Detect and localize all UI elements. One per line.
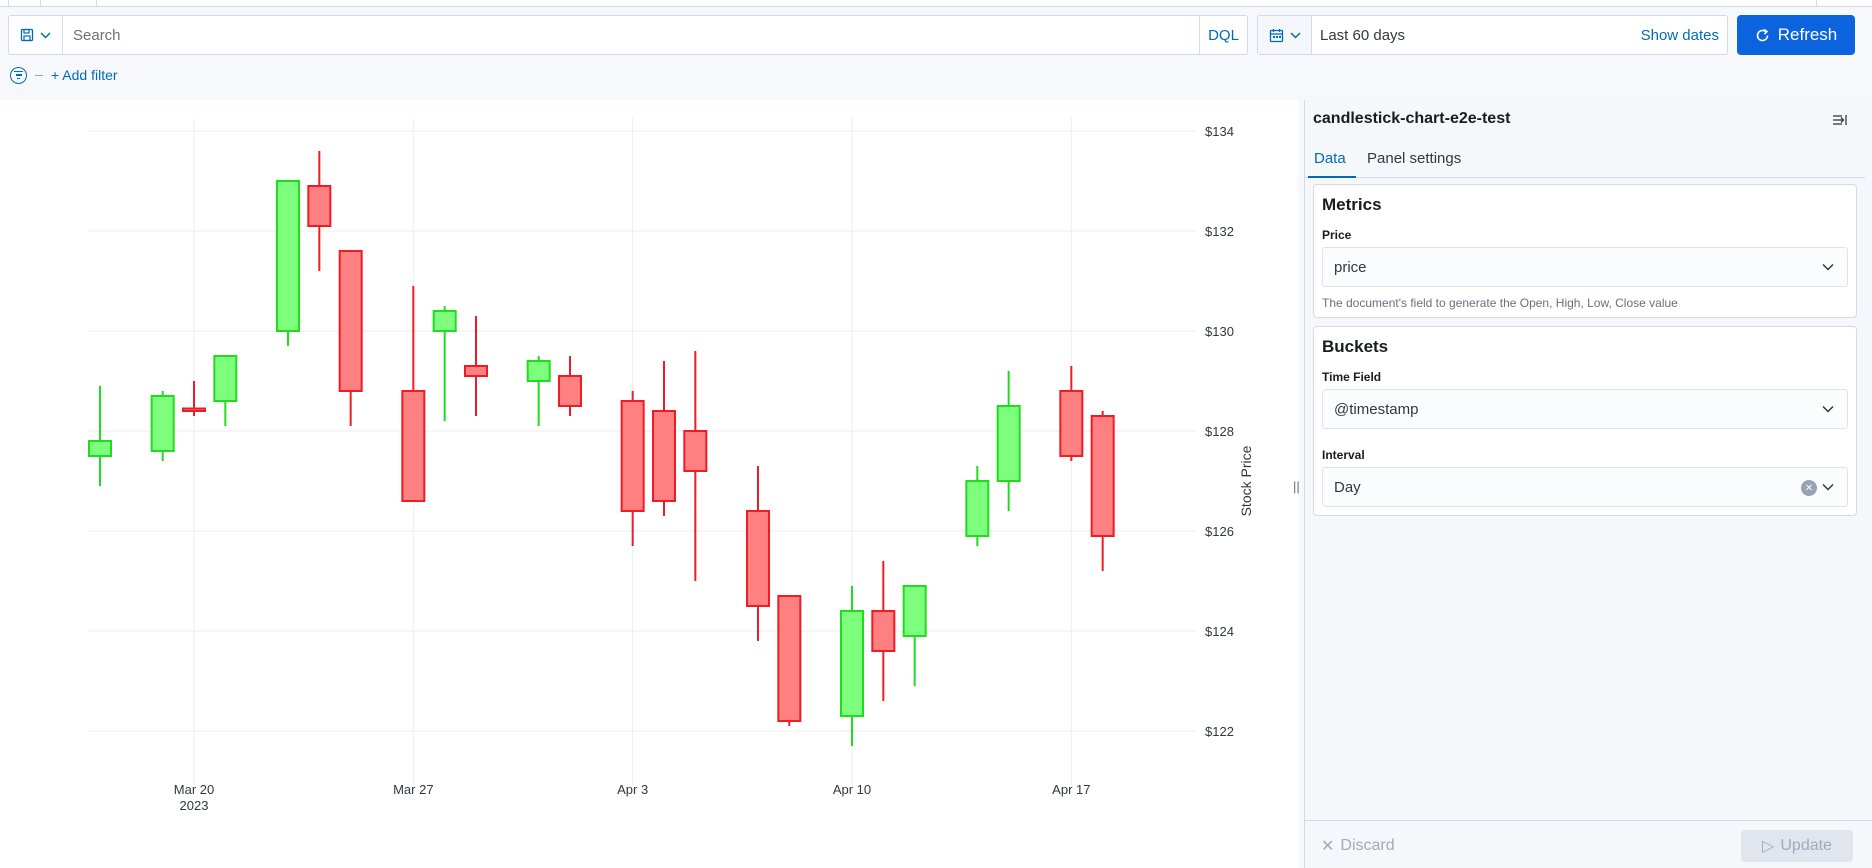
candle-body bbox=[871, 610, 896, 652]
saved-query-menu-button[interactable] bbox=[9, 16, 63, 54]
interval-value: Day bbox=[1334, 478, 1361, 496]
candle-body bbox=[432, 310, 457, 332]
price-select[interactable]: price bbox=[1322, 247, 1848, 287]
panel-tabs: Data Panel settings bbox=[1305, 148, 1865, 178]
chevron-down-icon bbox=[1822, 483, 1834, 491]
x-tick-label: Mar 20 bbox=[174, 782, 214, 797]
candle-body bbox=[213, 355, 238, 402]
y-tick-label: $128 bbox=[1205, 424, 1234, 439]
save-icon bbox=[20, 28, 34, 42]
candle-body bbox=[965, 480, 990, 537]
price-value: price bbox=[1334, 258, 1367, 276]
x-tick-label: Apr 3 bbox=[617, 782, 648, 797]
y-tick-label: $134 bbox=[1205, 124, 1234, 139]
tab-panel-settings[interactable]: Panel settings bbox=[1367, 150, 1462, 167]
search-input[interactable] bbox=[63, 16, 1199, 54]
candle-body bbox=[1059, 390, 1084, 457]
refresh-icon bbox=[1756, 28, 1769, 41]
y-tick-label: $130 bbox=[1205, 324, 1234, 339]
buckets-title: Buckets bbox=[1322, 337, 1389, 356]
candle-body bbox=[338, 250, 363, 392]
panel-title: candlestick-chart-e2e-test bbox=[1313, 110, 1511, 127]
candle-body bbox=[777, 595, 802, 722]
buckets-card: Buckets Time Field @timestamp Interval D… bbox=[1313, 326, 1857, 516]
candle-body bbox=[652, 410, 676, 502]
candle-body bbox=[683, 430, 708, 472]
chevron-down-icon bbox=[1822, 263, 1834, 271]
candle-body bbox=[558, 375, 582, 407]
candle-body bbox=[526, 360, 551, 382]
chart-area: $122 $124 $126 $128 $130 $132 $134 Mar 20 2023 Ma… bbox=[0, 100, 1298, 868]
y-axis-title: Stock Price bbox=[1238, 445, 1254, 516]
chevron-down-icon bbox=[1822, 405, 1834, 413]
price-help-text: The document's field to generate the Ope… bbox=[1322, 296, 1678, 310]
calendar-icon bbox=[1269, 28, 1283, 42]
candle-body bbox=[401, 390, 426, 502]
filter-separator bbox=[35, 74, 43, 76]
y-tick-label: $124 bbox=[1205, 624, 1234, 639]
y-tick-label: $132 bbox=[1205, 224, 1234, 239]
query-bar: DQL bbox=[8, 15, 1248, 55]
top-strip-divider bbox=[40, 0, 41, 6]
collapse-panel-icon[interactable] bbox=[1832, 112, 1848, 128]
x-tick-label: Apr 10 bbox=[833, 782, 871, 797]
add-filter-button[interactable]: + Add filter bbox=[51, 67, 118, 83]
editor-panel: candlestick-chart-e2e-test Data Panel se… bbox=[1304, 100, 1872, 868]
metrics-card: Metrics Price price The document's field… bbox=[1313, 184, 1857, 318]
top-strip-divider bbox=[1816, 0, 1817, 6]
y-tick-label: $122 bbox=[1205, 724, 1234, 739]
candle-body bbox=[996, 405, 1021, 482]
filter-row: + Add filter bbox=[10, 64, 118, 86]
time-field-select[interactable]: @timestamp bbox=[1322, 389, 1848, 429]
candle-body bbox=[840, 610, 864, 717]
time-field-value: @timestamp bbox=[1334, 400, 1419, 418]
date-picker: Last 60 days Show dates bbox=[1257, 15, 1728, 55]
panel-footer: ✕ Discard ▷ Update bbox=[1305, 820, 1872, 868]
play-icon: ▷ bbox=[1762, 838, 1775, 855]
x-tick-label: Apr 17 bbox=[1052, 782, 1090, 797]
candle-body bbox=[746, 510, 770, 607]
top-strip-divider bbox=[96, 0, 97, 6]
x-tick-label: Mar 27 bbox=[393, 782, 433, 797]
candle-body bbox=[464, 365, 488, 377]
metrics-title: Metrics bbox=[1322, 195, 1382, 214]
filter-icon[interactable] bbox=[10, 66, 27, 84]
top-strip-divider bbox=[8, 0, 9, 6]
refresh-label: Refresh bbox=[1777, 25, 1838, 44]
update-label: Update bbox=[1780, 837, 1832, 854]
tab-data[interactable]: Data bbox=[1308, 148, 1356, 178]
price-label: Price bbox=[1322, 228, 1352, 242]
y-tick-label: $126 bbox=[1205, 524, 1234, 539]
candle-body bbox=[88, 440, 112, 457]
candle-body bbox=[620, 400, 645, 512]
chevron-down-icon bbox=[1289, 31, 1301, 39]
show-dates-button[interactable]: Show dates bbox=[1640, 26, 1719, 44]
clear-icon[interactable]: ✕ bbox=[1801, 480, 1817, 496]
candle-body bbox=[276, 180, 300, 332]
candle-body bbox=[902, 585, 927, 637]
interval-select[interactable]: Day ✕ bbox=[1322, 467, 1848, 507]
candle-body bbox=[1090, 415, 1115, 537]
interval-label: Interval bbox=[1322, 448, 1365, 462]
date-range-label[interactable]: Last 60 days bbox=[1320, 26, 1406, 44]
quick-menu-button[interactable] bbox=[1258, 16, 1312, 54]
time-field-label: Time Field bbox=[1322, 370, 1382, 384]
x-tick-sublabel: 2023 bbox=[180, 798, 209, 813]
discard-button[interactable]: ✕ Discard bbox=[1321, 836, 1395, 856]
candle-body bbox=[150, 395, 175, 452]
refresh-button[interactable]: Refresh bbox=[1737, 15, 1855, 55]
chevron-down-icon bbox=[40, 31, 51, 39]
close-icon: ✕ bbox=[1321, 838, 1335, 855]
panel-resize-handle[interactable]: || bbox=[1293, 479, 1300, 494]
candle-body bbox=[182, 407, 206, 412]
update-button[interactable]: ▷ Update bbox=[1741, 830, 1853, 862]
discard-label: Discard bbox=[1340, 837, 1395, 854]
query-language-button[interactable]: DQL bbox=[1199, 16, 1247, 54]
candle-body bbox=[307, 185, 332, 227]
top-strip bbox=[0, 0, 1872, 7]
